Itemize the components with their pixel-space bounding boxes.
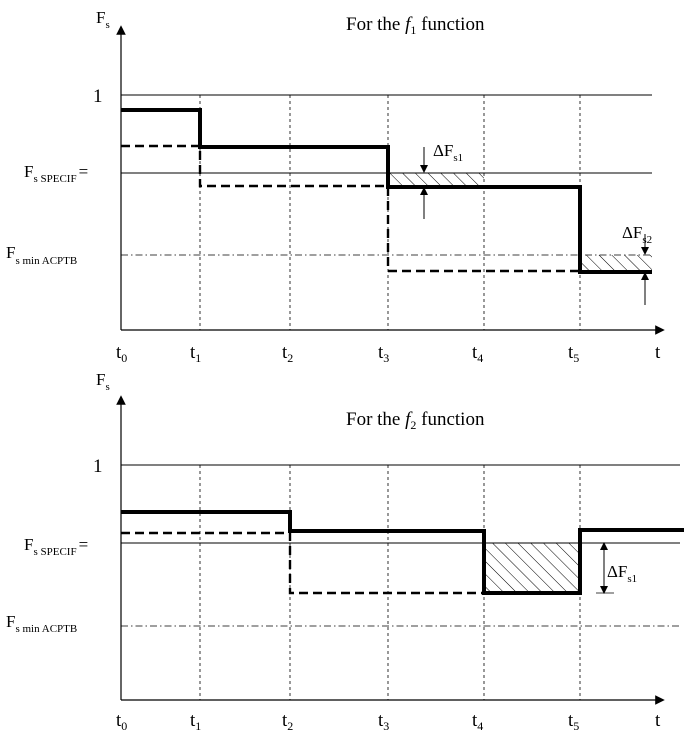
bottom-y-axis-label: Fs [96, 370, 110, 393]
bottom-tick-t5: t5 [568, 710, 579, 733]
top-hatch-region-1 [388, 173, 484, 187]
bottom-hatch-region [484, 543, 580, 593]
top-dashed-step-line [121, 144, 580, 273]
top-y-axis-label: Fs [96, 8, 110, 31]
top-x-axis-label: t [655, 342, 661, 363]
top-tick-t4: t4 [472, 342, 483, 365]
top-tick-t5: t5 [568, 342, 579, 365]
bottom-tick-t1: t1 [190, 710, 201, 733]
bottom-tick-t2: t2 [282, 710, 293, 733]
top-chart-title: For the f1 function [346, 14, 485, 37]
top-specif-label: Fs SPECIF = [24, 162, 88, 185]
bottom-actual-step-line [121, 510, 684, 595]
top-min-acptb-label: Fs min ACPTB [6, 243, 77, 267]
bottom-level-one-label: 1 [93, 456, 103, 477]
top-level-one-label: 1 [93, 86, 103, 107]
bottom-delta1-label: ΔFs1 [607, 562, 637, 585]
bottom-chart: For the f2 function Fs 1 Fs SPECIF = Fs m… [6, 370, 684, 733]
top-actual-step-line [121, 108, 652, 274]
top-tick-t1: t1 [190, 342, 201, 365]
bottom-chart-title: For the f2 function [346, 409, 485, 432]
bottom-x-tick-labels: t0 t1 t2 t3 t4 t5 t [116, 710, 661, 733]
top-delta2-label: ΔFs2 [622, 223, 652, 246]
top-tick-t2: t2 [282, 342, 293, 365]
bottom-tick-t4: t4 [472, 710, 483, 733]
bottom-min-acptb-label: Fs min ACPTB [6, 612, 77, 635]
top-vertical-grid [199, 95, 581, 330]
top-tick-t3: t3 [378, 342, 389, 365]
bottom-specif-label: Fs SPECIF = [24, 535, 88, 558]
top-tick-t0: t0 [116, 342, 127, 365]
bottom-tick-t0: t0 [116, 710, 127, 733]
bottom-dashed-step-line [121, 531, 484, 595]
bottom-x-axis-label: t [655, 710, 661, 731]
top-delta1-label: ΔFs1 [433, 141, 463, 164]
bottom-tick-t3: t3 [378, 710, 389, 733]
top-hatch-region-2 [580, 255, 652, 272]
top-chart: For the f1 function Fs 1 [6, 8, 665, 365]
top-x-tick-labels: t0 t1 t2 t3 t4 t5 t [116, 342, 661, 365]
